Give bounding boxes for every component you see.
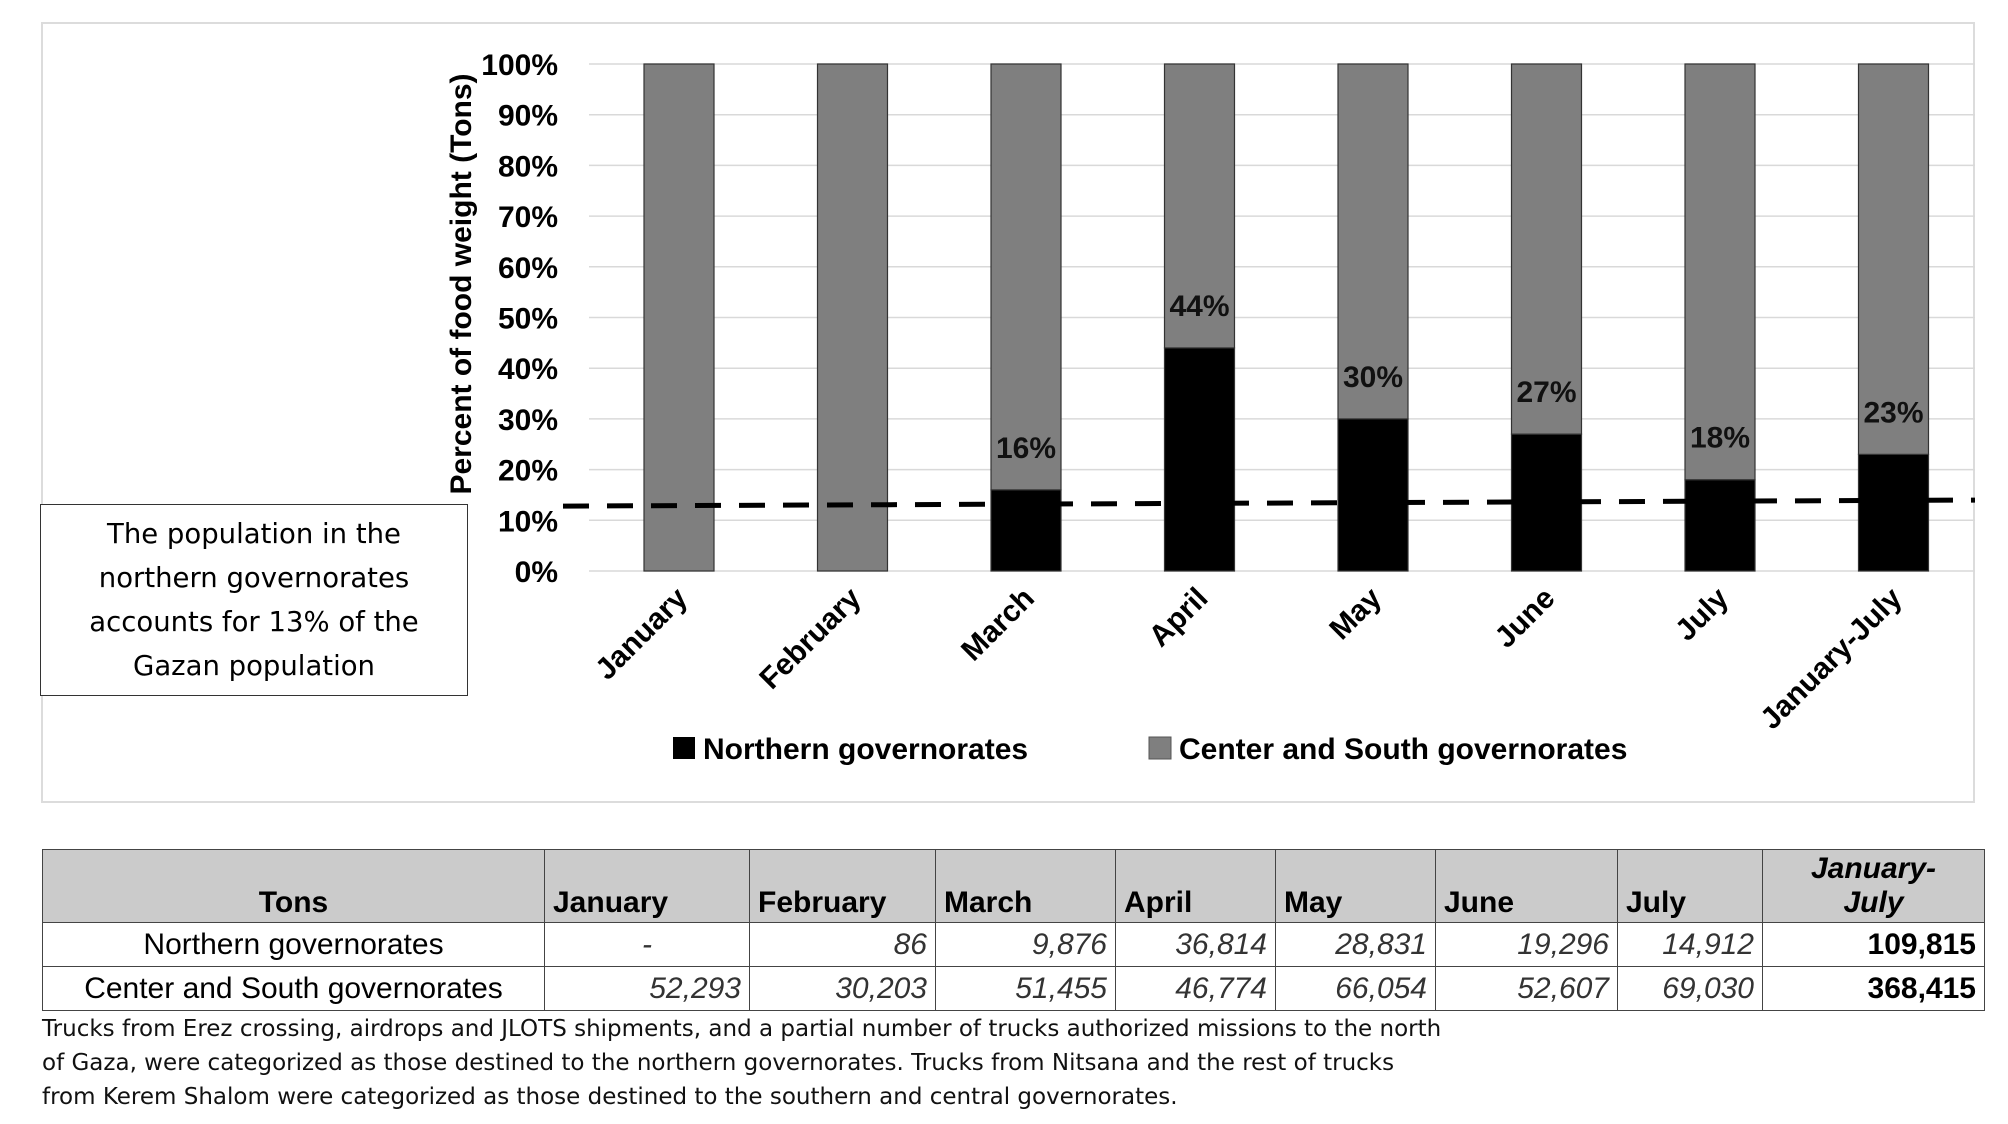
y-axis-label: Percent of food weight (Tons) [445, 73, 478, 494]
header-cell: March [935, 849, 1116, 923]
note-line: accounts for 13% of the [89, 606, 419, 638]
y-tick-label: 80% [498, 150, 558, 183]
table-cell: 14,912 [1617, 922, 1763, 967]
y-tick-label: 10% [498, 505, 558, 538]
table-row: Northern governorates - 86 9,876 36,814 … [42, 922, 1985, 967]
bar-northern [1163, 347, 1236, 572]
tonnage-table: Tons January February March April May Ju… [42, 849, 1985, 1011]
y-tick-label: 30% [498, 404, 558, 437]
row-label: Northern governorates [42, 922, 545, 967]
data-label: 30% [1343, 361, 1403, 394]
table-header-row: Tons January February March April May Ju… [42, 849, 1985, 923]
table-cell: 9,876 [935, 922, 1116, 967]
header-cell: June [1435, 849, 1618, 923]
header-cell: January [544, 849, 750, 923]
row-total: 109,815 [1762, 922, 1985, 967]
bar-northern [1857, 453, 1930, 572]
data-label: 27% [1516, 376, 1576, 409]
x-tick-label: February [753, 581, 867, 695]
table-cell: 19,296 [1435, 922, 1618, 967]
x-tick-label: January-July [1754, 581, 1908, 735]
table-cell: 86 [749, 922, 936, 967]
footnote: Trucks from Erez crossing, airdrops and … [42, 1012, 1502, 1114]
data-label: 16% [996, 432, 1056, 465]
x-tick-label: January [589, 581, 694, 686]
legend-label: Northern governorates [703, 733, 1028, 766]
footnote-line: of Gaza, were categorized as those desti… [42, 1050, 1395, 1076]
y-tick-label: 40% [498, 353, 558, 386]
y-tick-label: 70% [498, 201, 558, 234]
footnote-line: from Kerem Shalom were categorized as th… [42, 1084, 1178, 1110]
y-tick-label: 90% [498, 100, 558, 133]
note-line: northern governorates [98, 562, 410, 594]
x-tick-label: June [1489, 582, 1562, 655]
table-cell: 52,293 [544, 966, 750, 1011]
note-line: The population in the [107, 518, 401, 550]
data-label: 18% [1690, 422, 1750, 455]
stacked-bar-chart: 0% 10% 20% 30% 40% 50% 60% 70% 80% 90% 100%Percent… [445, 49, 1976, 766]
table-cell: 69,030 [1617, 966, 1763, 1011]
bar-northern [1337, 418, 1409, 572]
row-label: Center and South governorates [42, 966, 545, 1011]
legend-swatch [1148, 736, 1172, 760]
bar-center-south [1684, 63, 1756, 481]
row-total: 368,415 [1762, 966, 1985, 1011]
bar-center-south [1163, 63, 1236, 349]
data-label: 44% [1169, 290, 1229, 323]
table-cell: 46,774 [1115, 966, 1276, 1011]
data-label: 23% [1863, 396, 1923, 429]
x-tick-label: May [1323, 581, 1388, 646]
header-cell: Tons [42, 849, 545, 923]
x-tick-label: April [1143, 582, 1215, 654]
table-cell: 28,831 [1275, 922, 1436, 967]
table-cell: 51,455 [935, 966, 1116, 1011]
bar-center-south [1857, 63, 1930, 455]
table-cell: 36,814 [1115, 922, 1276, 967]
bar-center-south [643, 63, 715, 572]
y-tick-label: 20% [498, 455, 558, 488]
bar-center-south [1510, 63, 1583, 435]
legend-swatch [673, 737, 695, 759]
table-cell: - [544, 922, 750, 967]
header-cell-total: January- July [1762, 849, 1985, 923]
x-tick-label: July [1669, 581, 1735, 647]
y-tick-label: 60% [498, 252, 558, 285]
total-header-line: July [1843, 886, 1904, 919]
bar-center-south [1337, 63, 1409, 420]
header-cell: July [1617, 849, 1763, 923]
bar-center-south [816, 63, 889, 572]
bar-center-south [990, 63, 1062, 491]
table-cell: 66,054 [1275, 966, 1436, 1011]
y-tick-label: 50% [498, 303, 558, 336]
y-tick-label: 100% [481, 49, 558, 82]
header-cell: April [1115, 849, 1276, 923]
y-tick-label: 0% [515, 556, 558, 589]
table-row: Center and South governorates 52,293 30,… [42, 966, 1985, 1011]
total-header-line: January- [1810, 852, 1937, 885]
reference-line [562, 497, 1976, 509]
table-cell: 52,607 [1435, 966, 1618, 1011]
header-cell: May [1275, 849, 1436, 923]
bar-northern [1684, 479, 1756, 572]
header-cell: February [749, 849, 936, 923]
table-cell: 30,203 [749, 966, 936, 1011]
legend-label: Center and South governorates [1179, 733, 1627, 766]
x-tick-label: March [955, 582, 1041, 668]
note-line: Gazan population [133, 650, 375, 682]
footnote-line: Trucks from Erez crossing, airdrops and … [42, 1016, 1442, 1042]
population-note: The population in the northern governora… [40, 504, 468, 696]
